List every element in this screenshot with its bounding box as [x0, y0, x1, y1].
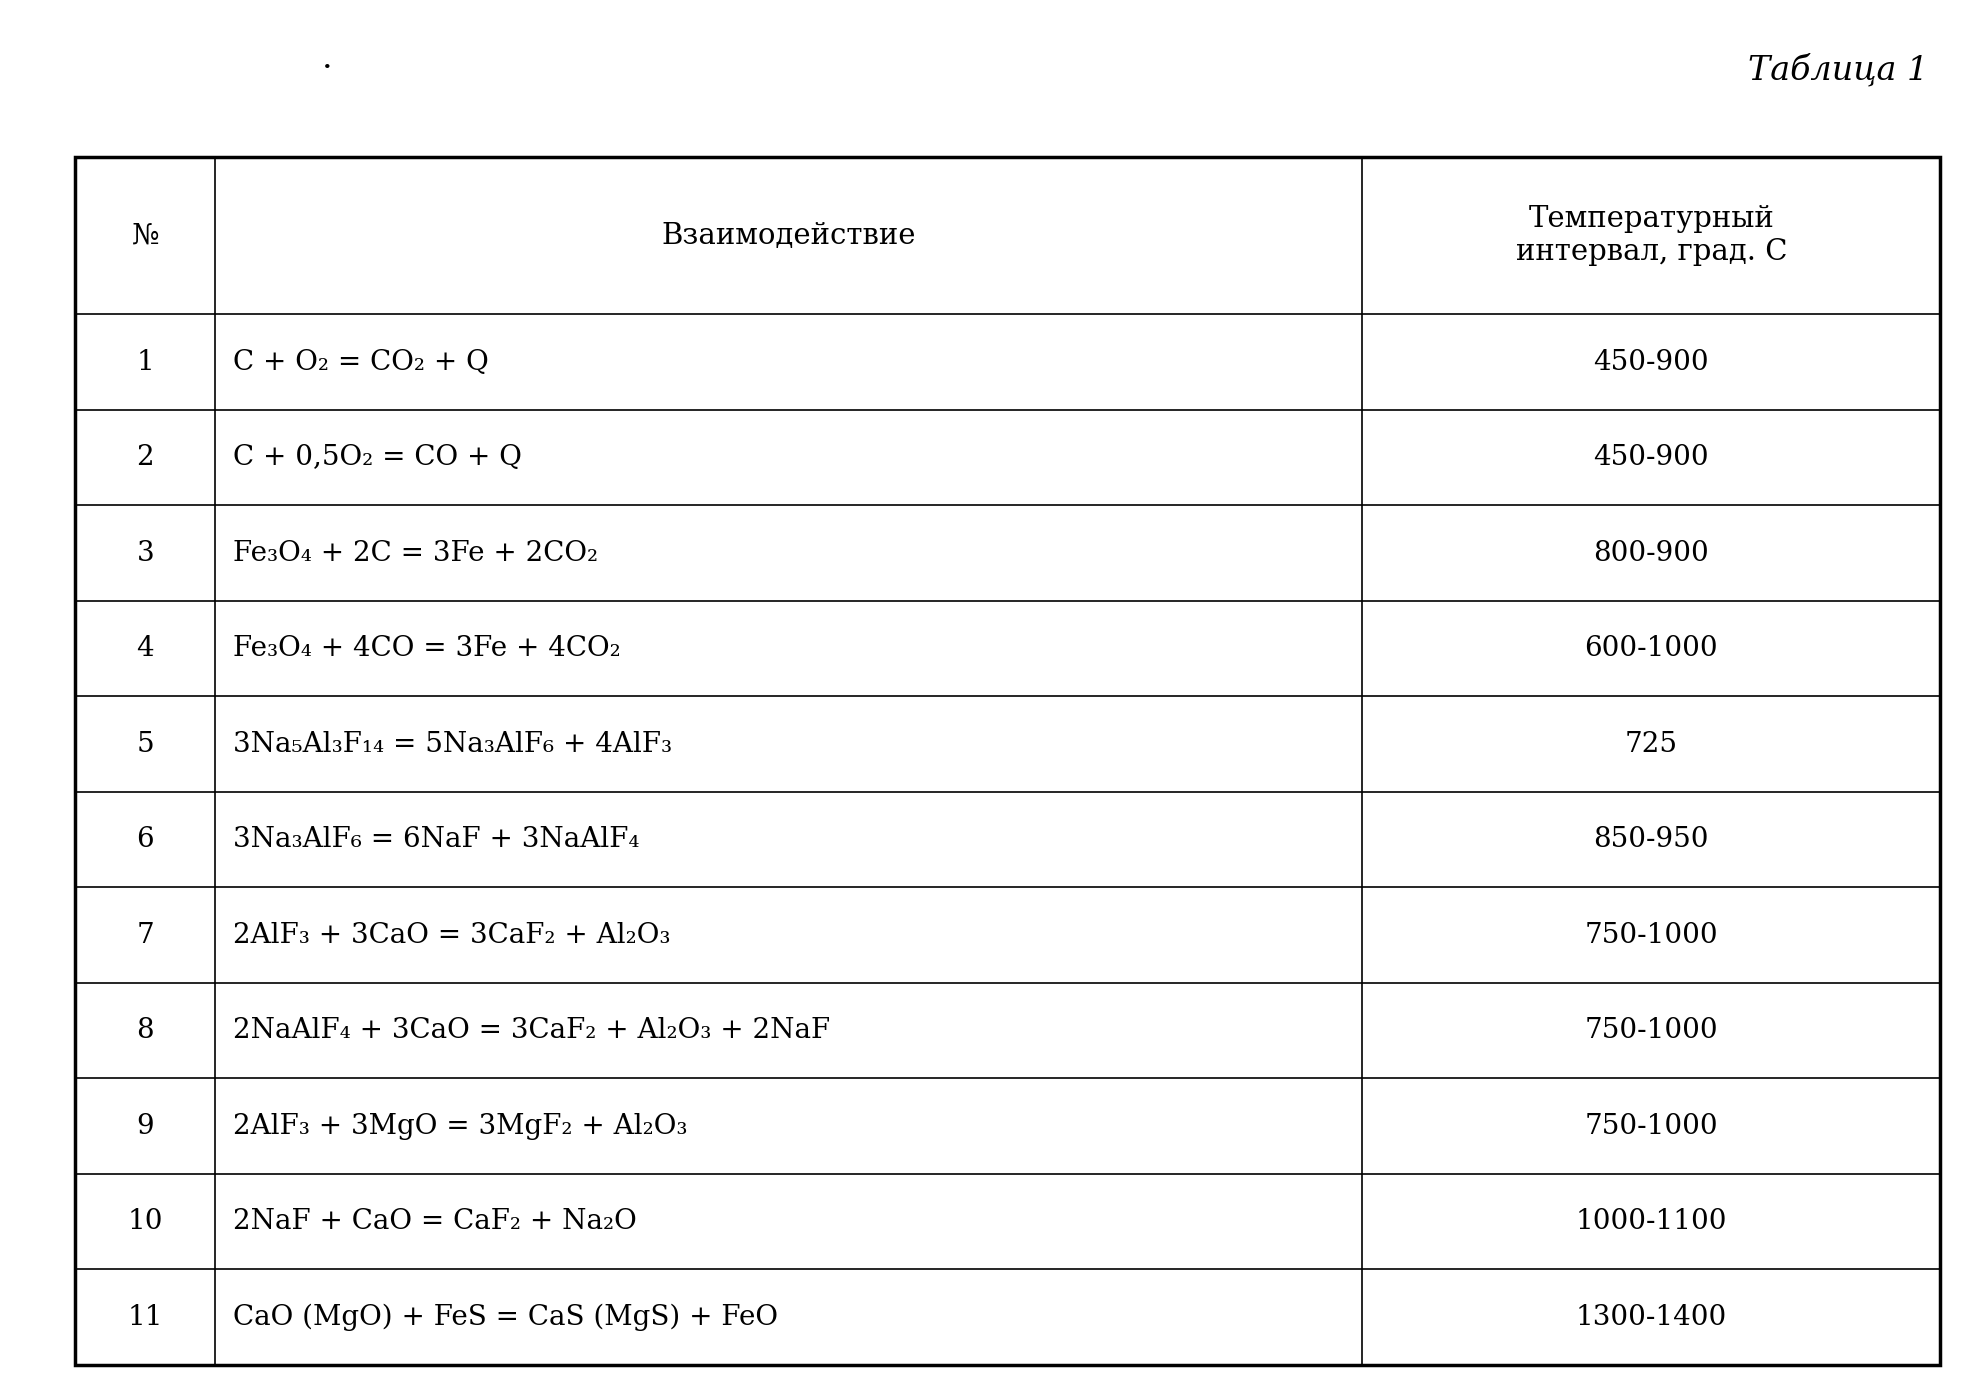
Text: 2: 2 [137, 444, 155, 472]
Text: Таблица 1: Таблица 1 [1748, 53, 1928, 87]
Text: 10: 10 [127, 1208, 163, 1235]
Text: 725: 725 [1625, 731, 1678, 757]
Text: 450-900: 450-900 [1593, 444, 1708, 472]
Text: 1000-1100: 1000-1100 [1575, 1208, 1726, 1235]
Text: Fe₃O₄ + 2C = 3Fe + 2CO₂: Fe₃O₄ + 2C = 3Fe + 2CO₂ [232, 539, 599, 567]
Text: 750-1000: 750-1000 [1585, 1113, 1718, 1140]
Text: 2AlF₃ + 3CaO = 3CaF₂ + Al₂O₃: 2AlF₃ + 3CaO = 3CaF₂ + Al₂O₃ [232, 921, 671, 949]
Text: 8: 8 [137, 1018, 155, 1044]
Text: 1300-1400: 1300-1400 [1575, 1303, 1726, 1331]
Text: Температурный
интервал, град. С: Температурный интервал, град. С [1516, 206, 1788, 266]
Text: 450-900: 450-900 [1593, 349, 1708, 375]
Text: ·: · [321, 53, 333, 85]
Text: 1: 1 [137, 349, 155, 375]
Text: 6: 6 [137, 826, 155, 853]
Text: CaO (MgO) + FeS = CaS (MgS) + FeO: CaO (MgO) + FeS = CaS (MgS) + FeO [232, 1303, 778, 1331]
Text: 2NaF + CaO = CaF₂ + Na₂O: 2NaF + CaO = CaF₂ + Na₂O [232, 1208, 637, 1235]
Text: 850-950: 850-950 [1593, 826, 1708, 853]
Text: Fe₃O₄ + 4CO = 3Fe + 4CO₂: Fe₃O₄ + 4CO = 3Fe + 4CO₂ [232, 636, 621, 662]
Text: 2AlF₃ + 3MgO = 3MgF₂ + Al₂O₃: 2AlF₃ + 3MgO = 3MgF₂ + Al₂O₃ [232, 1113, 688, 1140]
Text: 9: 9 [137, 1113, 155, 1140]
Text: C + O₂ = CO₂ + Q: C + O₂ = CO₂ + Q [232, 349, 488, 375]
Text: 3: 3 [137, 539, 155, 567]
Text: 7: 7 [137, 921, 155, 949]
Text: 800-900: 800-900 [1593, 539, 1708, 567]
Text: №: № [131, 221, 159, 249]
Text: 5: 5 [137, 731, 155, 757]
Text: C + 0,5O₂ = CO + Q: C + 0,5O₂ = CO + Q [232, 444, 522, 472]
Text: 4: 4 [137, 636, 155, 662]
Text: 11: 11 [127, 1303, 163, 1331]
Text: 2NaAlF₄ + 3CaO = 3CaF₂ + Al₂O₃ + 2NaF: 2NaAlF₄ + 3CaO = 3CaF₂ + Al₂O₃ + 2NaF [232, 1018, 829, 1044]
Text: 750-1000: 750-1000 [1585, 921, 1718, 949]
Text: 3Na₅Al₃F₁₄ = 5Na₃AlF₆ + 4AlF₃: 3Na₅Al₃F₁₄ = 5Na₃AlF₆ + 4AlF₃ [232, 731, 673, 757]
Text: 750-1000: 750-1000 [1585, 1018, 1718, 1044]
Text: Взаимодействие: Взаимодействие [661, 221, 917, 249]
Text: 3Na₃AlF₆ = 6NaF + 3NaAlF₄: 3Na₃AlF₆ = 6NaF + 3NaAlF₄ [232, 826, 639, 853]
Text: 600-1000: 600-1000 [1585, 636, 1718, 662]
